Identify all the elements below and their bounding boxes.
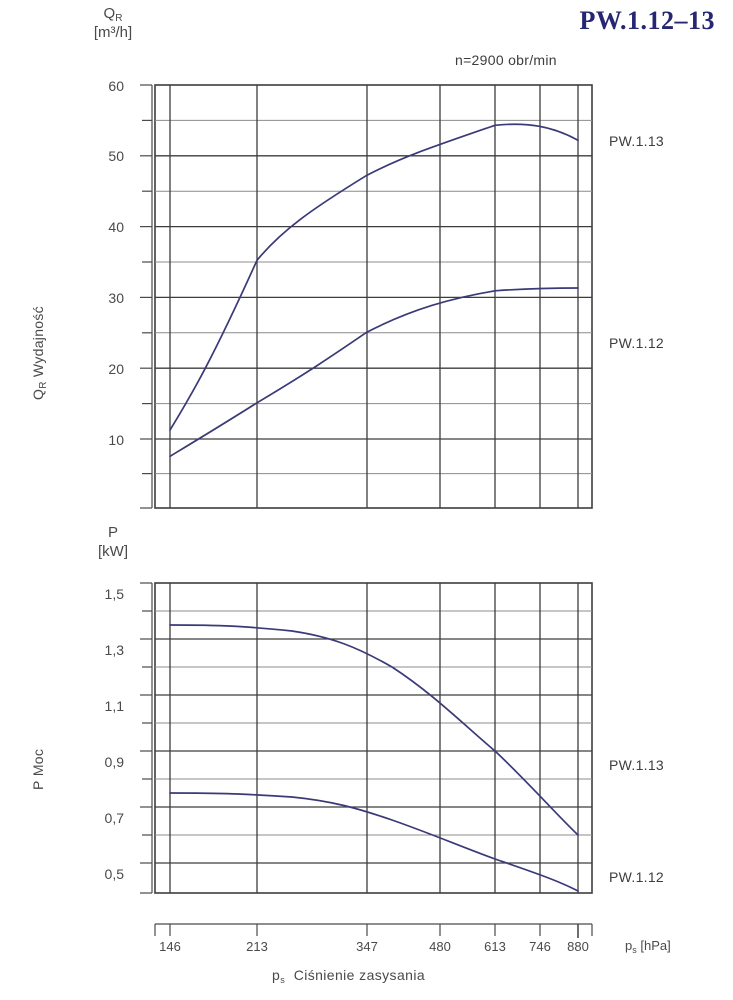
xtick-880: 880 bbox=[567, 939, 589, 954]
flow-ytick-30: 30 bbox=[108, 290, 124, 306]
x-axis-unit-subscript: s bbox=[632, 945, 637, 955]
flow-plot-frame bbox=[154, 84, 593, 509]
power-ytick-15: 1,5 bbox=[104, 586, 124, 602]
power-axis-unit: [kW] bbox=[98, 542, 128, 560]
xtick-146: 146 bbox=[159, 939, 181, 954]
power-axis-symbol: P bbox=[107, 524, 118, 541]
x-axis-unit-symbol: p bbox=[625, 938, 633, 953]
power-ytick-09: 0,9 bbox=[104, 754, 124, 770]
xtick-746: 746 bbox=[529, 939, 551, 954]
flow-y-axis-spine bbox=[140, 84, 153, 509]
power-ytick-07: 0,7 bbox=[104, 810, 124, 826]
flow-plot bbox=[132, 78, 602, 518]
power-vertical-gridlines bbox=[169, 583, 579, 893]
x-axis-title-text: Ciśnienie zasysania bbox=[293, 967, 426, 983]
x-axis-unit-caption: ps [hPa] bbox=[625, 938, 671, 955]
flow-horizontal-gridlines bbox=[155, 119, 592, 475]
rotational-speed-annotation: n=2900 obr/min bbox=[455, 52, 557, 68]
x-axis-spine bbox=[154, 923, 593, 938]
power-y-axis-spine bbox=[140, 582, 153, 894]
x-axis-unit-text: [hPa] bbox=[640, 938, 671, 953]
x-axis-title-symbol: p bbox=[272, 967, 281, 983]
power-curve-pw112 bbox=[169, 792, 579, 892]
xtick-347: 347 bbox=[356, 939, 378, 954]
x-axis-title: ps Ciśnienie zasysania bbox=[272, 967, 426, 985]
flow-ytick-50: 50 bbox=[108, 148, 124, 164]
flow-axis-symbol-subscript: R bbox=[115, 13, 123, 24]
x-axis bbox=[132, 920, 602, 947]
xtick-613: 613 bbox=[484, 939, 506, 954]
power-curve-pw113 bbox=[169, 624, 579, 836]
flow-curve-label-pw112: PW.1.12 bbox=[609, 335, 665, 351]
flow-ytick-20: 20 bbox=[108, 361, 124, 377]
power-curve-label-pw113: PW.1.13 bbox=[609, 757, 665, 773]
flow-axis-symbol: Q bbox=[103, 5, 116, 22]
flow-curve-label-pw113: PW.1.13 bbox=[609, 133, 665, 149]
page-title: PW.1.12–13 bbox=[579, 6, 715, 35]
xtick-480: 480 bbox=[429, 939, 451, 954]
x-axis-title-subscript: s bbox=[280, 975, 286, 985]
power-major-gridlines bbox=[155, 638, 592, 864]
power-ytick-11: 1,1 bbox=[104, 698, 124, 714]
flow-side-label-subscript: R bbox=[38, 381, 49, 389]
flow-axis-unit-caption: QR [m³/h] bbox=[83, 5, 143, 43]
flow-curve-pw113 bbox=[169, 123, 579, 431]
flow-major-gridlines bbox=[155, 155, 592, 440]
power-ytick-05: 0,5 bbox=[104, 866, 124, 882]
power-side-label-symbol: P bbox=[30, 780, 46, 790]
power-horizontal-gridlines bbox=[155, 610, 592, 836]
flow-side-label-text: Wydajność bbox=[30, 306, 46, 378]
flow-ytick-10: 10 bbox=[108, 432, 124, 448]
flow-side-label: QR Wydajność bbox=[30, 306, 49, 400]
power-side-label: P Moc bbox=[30, 749, 46, 790]
power-ytick-13: 1,3 bbox=[104, 642, 124, 658]
power-axis-unit-caption: P [kW] bbox=[83, 524, 143, 562]
xtick-213: 213 bbox=[246, 939, 268, 954]
flow-vertical-gridlines bbox=[169, 85, 579, 508]
flow-ytick-60: 60 bbox=[108, 78, 124, 94]
flow-ytick-40: 40 bbox=[108, 219, 124, 235]
power-plot-frame bbox=[154, 582, 593, 894]
power-curve-label-pw112: PW.1.12 bbox=[609, 869, 665, 885]
flow-curve-pw112 bbox=[169, 287, 579, 458]
power-plot bbox=[132, 575, 602, 900]
power-side-label-text: Moc bbox=[30, 748, 46, 777]
flow-axis-unit: [m³/h] bbox=[93, 23, 133, 41]
flow-side-label-symbol: Q bbox=[30, 388, 46, 400]
